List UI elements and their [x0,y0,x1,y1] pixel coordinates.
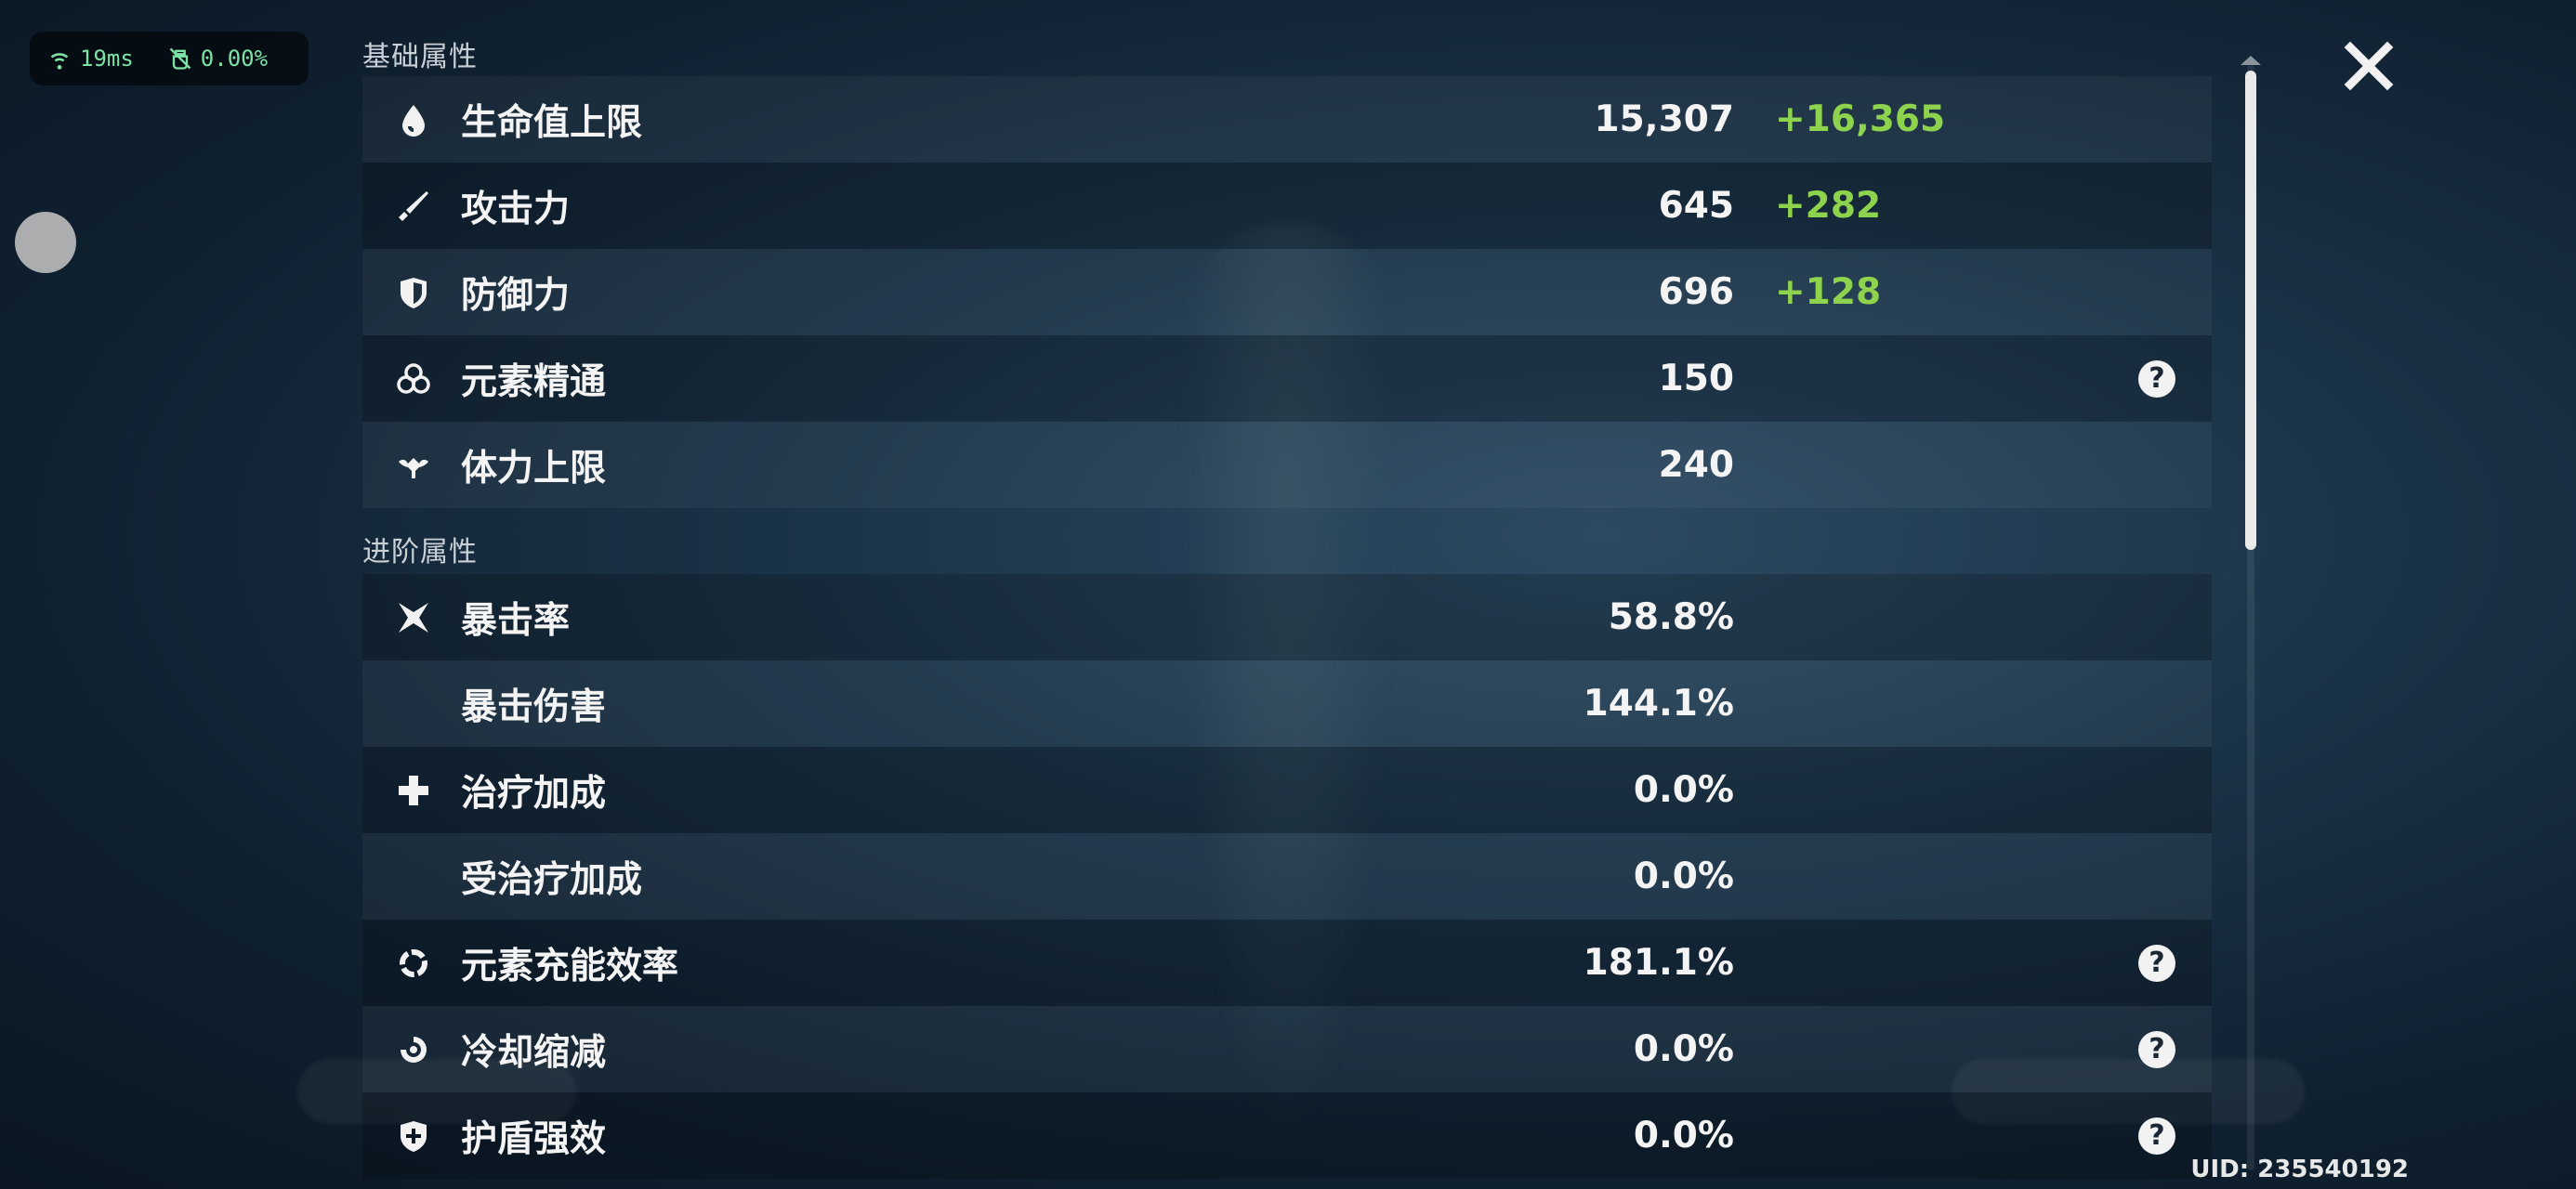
stat-row-crit-dmg[interactable]: 暴击伤害 144.1% [362,660,2212,747]
stat-label: 受治疗加成 [461,858,643,901]
stat-row-stamina[interactable]: 体力上限 240 [362,422,2212,508]
stat-label: 体力上限 [461,447,607,490]
stat-row-def[interactable]: 防御力 696 +128 [362,249,2212,335]
close-icon [2344,41,2394,91]
ping-text: 19ms [80,46,134,72]
stat-row-incoming-healing[interactable]: 受治疗加成 0.0% [362,833,2212,920]
elemental-mastery-icon [390,356,437,402]
blank-icon-slot [390,854,437,900]
ping-indicator: 19ms [46,46,134,72]
uid-label: UID: 235540192 [2190,1156,2409,1183]
energy-recharge-icon [390,940,437,986]
sword-icon [390,183,437,229]
stat-row-crit-rate[interactable]: 暴击率 58.8% [362,574,2212,660]
stat-label: 元素充能效率 [461,945,679,987]
stat-value: 696 [1658,271,1734,313]
stat-label: 暴击率 [461,599,571,642]
blank-icon-slot [390,681,437,727]
stat-label: 治疗加成 [461,772,607,815]
stat-bonus: +16,365 [1775,98,1946,140]
advanced-attributes-title: 进阶属性 [362,536,478,568]
stamina-icon [390,442,437,489]
packet-loss-icon [169,47,191,70]
stat-row-cd-reduction[interactable]: 冷却缩减 0.0% ? [362,1006,2212,1092]
stat-value: 0.0% [1633,1115,1734,1156]
stat-value: 645 [1658,185,1734,227]
stat-value: 144.1% [1583,683,1734,725]
stat-label: 生命值上限 [461,101,643,144]
stat-row-atk[interactable]: 攻击力 645 +282 [362,163,2212,249]
stat-label: 防御力 [461,274,571,317]
crit-icon [390,594,437,641]
scrollbar-thumb[interactable] [2245,71,2256,550]
stat-value: 240 [1658,444,1734,486]
help-icon[interactable]: ? [2138,1031,2175,1068]
cooldown-icon [390,1026,437,1073]
stat-row-shield-strength[interactable]: 护盾强效 0.0% ? [362,1092,2212,1179]
stat-row-energy-recharge[interactable]: 元素充能效率 181.1% ? [362,920,2212,1006]
stat-value: 181.1% [1583,942,1734,984]
floating-assist-ball[interactable] [15,212,76,273]
stat-label: 攻击力 [461,188,571,230]
advanced-attributes-list: 暴击率 58.8% 暴击伤害 144.1% 治疗加成 0.0% 受治疗加成 0.… [362,574,2212,1179]
stat-value: 150 [1658,358,1734,399]
stat-row-em[interactable]: 元素精通 150 ? [362,335,2212,422]
base-attributes-list: 生命值上限 15,307 +16,365 攻击力 645 +282 防御力 69… [362,76,2212,508]
hp-drop-icon [390,97,437,143]
shield-strength-icon [390,1113,437,1159]
shield-icon [390,269,437,316]
network-hud: 19ms 0.00% [30,32,309,85]
help-icon[interactable]: ? [2138,1117,2175,1155]
stat-label: 护盾强效 [461,1117,607,1160]
healing-cross-icon [390,767,437,814]
help-icon[interactable]: ? [2138,945,2175,982]
stat-row-healing-bonus[interactable]: 治疗加成 0.0% [362,747,2212,833]
stat-row-hp[interactable]: 生命值上限 15,307 +16,365 [362,76,2212,163]
loss-text: 0.00% [200,46,269,72]
loss-indicator: 0.00% [167,46,268,72]
stat-value: 15,307 [1594,98,1735,140]
stat-label: 暴击伤害 [461,686,607,728]
wifi-icon [50,53,69,70]
background-button-shape [1952,1059,2305,1124]
scroll-up-arrow[interactable] [2241,56,2261,65]
stat-label: 冷却缩减 [461,1031,607,1074]
stat-value: 0.0% [1633,1028,1734,1070]
stat-value: 0.0% [1633,856,1734,897]
base-attributes-title: 基础属性 [362,41,478,73]
help-icon[interactable]: ? [2138,360,2175,398]
stat-bonus: +282 [1775,185,1882,227]
stat-bonus: +128 [1775,271,1882,313]
scrollbar-track[interactable] [2247,65,2254,1170]
character-silhouette [1180,223,1394,1152]
stat-value: 58.8% [1608,596,1734,638]
stat-label: 元素精通 [461,360,607,403]
close-button[interactable] [2336,33,2401,98]
stat-value: 0.0% [1633,769,1734,811]
background-button-shape [297,1059,576,1124]
